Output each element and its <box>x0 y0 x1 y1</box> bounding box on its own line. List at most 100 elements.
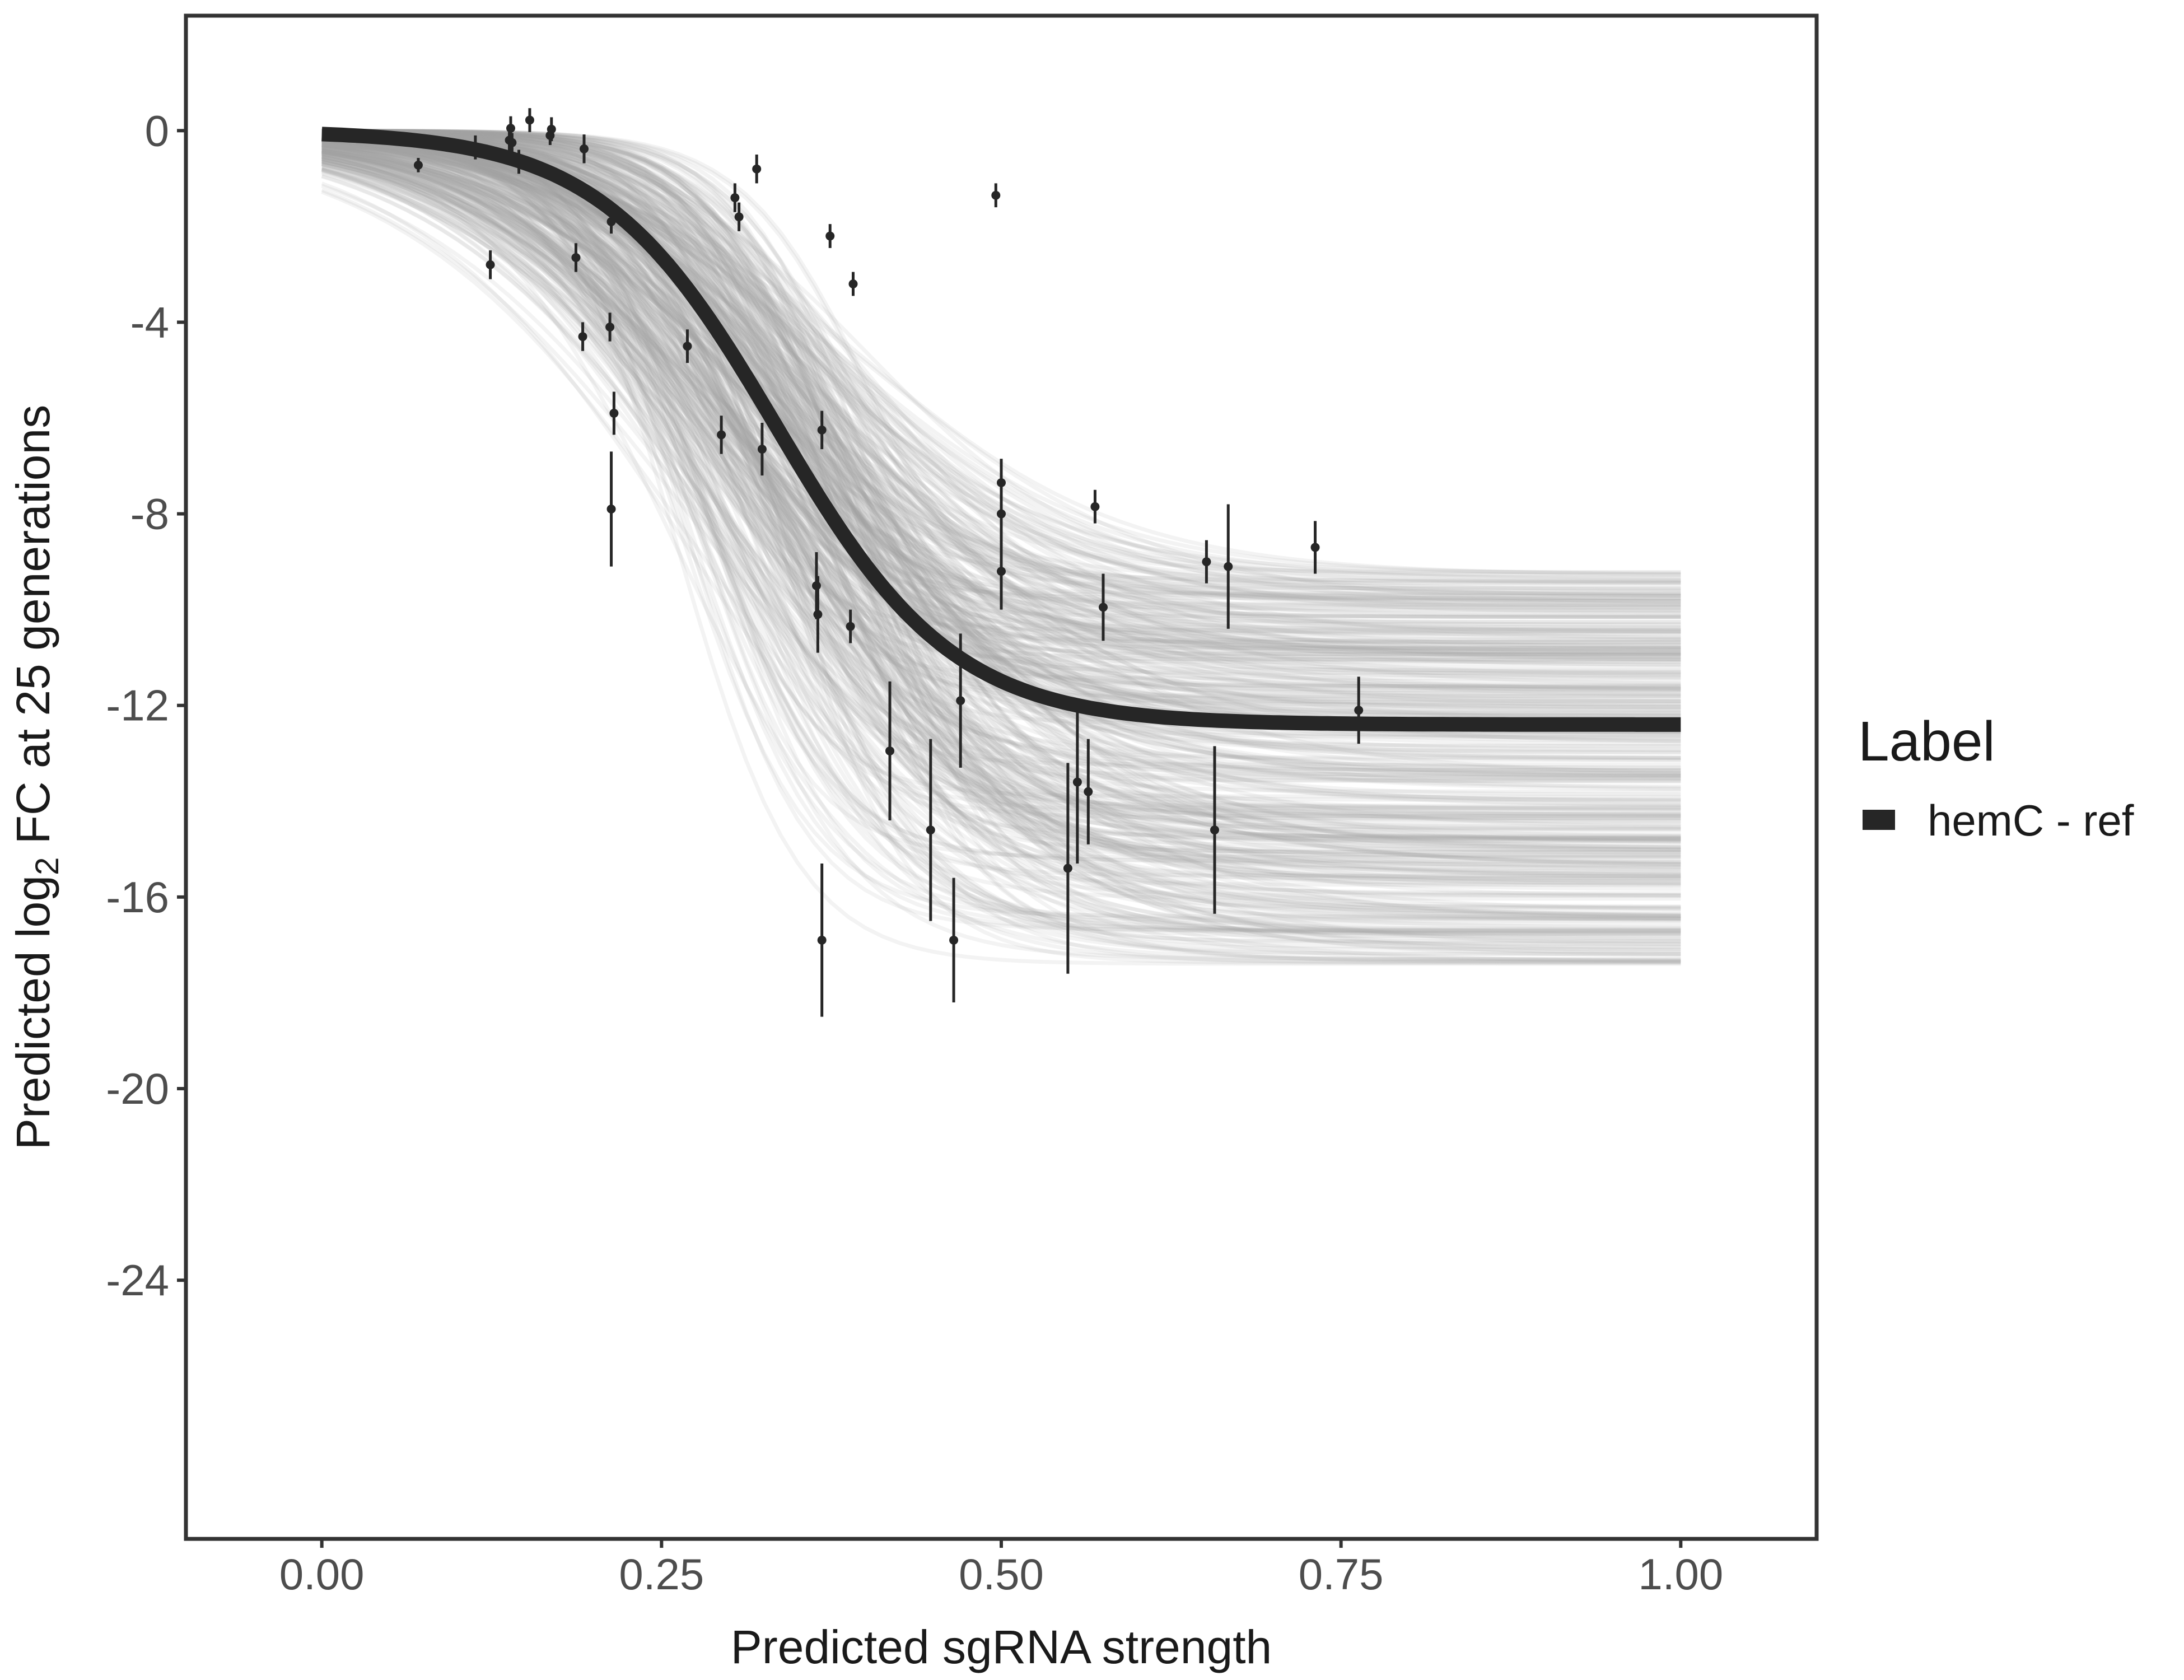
posterior-draw-line <box>321 134 1681 655</box>
posterior-draw-line <box>321 142 1681 963</box>
data-point <box>1202 557 1211 567</box>
posterior-draw-line <box>321 129 1681 926</box>
posterior-draw-line <box>321 167 1681 674</box>
posterior-draw-line <box>321 134 1681 660</box>
posterior-draw-line <box>321 133 1681 887</box>
posterior-draw-line <box>321 135 1681 946</box>
y-axis-title: Predicted log2 FC at 25 generations <box>7 405 66 1150</box>
data-point <box>1084 787 1093 796</box>
posterior-draw-line <box>321 150 1681 918</box>
posterior-draw-line <box>321 139 1681 841</box>
posterior-draw-line <box>321 131 1681 813</box>
posterior-draw-line <box>321 157 1681 831</box>
posterior-draw-line <box>321 158 1681 784</box>
posterior-draw-line <box>321 130 1681 760</box>
posterior-draw-line <box>321 157 1681 791</box>
data-point <box>752 164 762 174</box>
posterior-draw-line <box>321 130 1681 810</box>
posterior-draw-line <box>321 160 1681 918</box>
posterior-draw-line <box>321 157 1681 837</box>
posterior-draw-line <box>321 134 1681 964</box>
posterior-draw-line <box>321 130 1681 914</box>
data-point <box>1224 562 1233 571</box>
posterior-draw-line <box>321 136 1681 716</box>
y-tick-label: 0 <box>145 106 169 155</box>
posterior-draw-line <box>321 140 1681 852</box>
posterior-draw-line <box>321 130 1681 822</box>
y-axis-title-suffix: FC at 25 generations <box>7 405 59 857</box>
posterior-draw-line <box>321 131 1681 966</box>
data-point <box>825 231 835 241</box>
data-point <box>525 115 534 125</box>
posterior-draw-line <box>321 181 1681 944</box>
y-axis: 0 -4 -8 -12 -16 -20 -24 <box>106 106 186 1305</box>
posterior-draw-line <box>321 133 1681 772</box>
posterior-draw-line <box>321 151 1681 839</box>
posterior-draw-line <box>321 145 1681 859</box>
posterior-draw-line <box>321 138 1681 939</box>
posterior-draw-line <box>321 146 1681 964</box>
posterior-draw-line <box>321 160 1681 807</box>
posterior-draw-line <box>321 159 1681 802</box>
posterior-draw-line <box>321 134 1681 712</box>
posterior-draw-line <box>321 138 1681 866</box>
posterior-draw-line <box>321 142 1681 895</box>
posterior-draw-line <box>321 152 1681 870</box>
posterior-draw-line <box>321 129 1681 854</box>
posterior-draw-line <box>321 129 1681 699</box>
posterior-draw-line <box>321 130 1681 930</box>
posterior-draw-line <box>321 132 1681 780</box>
posterior-draw-line <box>321 134 1681 662</box>
data-point <box>1090 502 1100 511</box>
posterior-draw-line <box>321 184 1681 918</box>
posterior-draw-line <box>321 146 1681 778</box>
posterior-draw-line <box>321 145 1681 878</box>
posterior-draw-line <box>321 129 1681 910</box>
posterior-draw-line <box>321 139 1681 852</box>
posterior-draw-line <box>321 137 1681 760</box>
posterior-draw-line <box>321 162 1681 869</box>
data-point <box>571 253 581 262</box>
posterior-draw-line <box>321 137 1681 910</box>
data-point <box>991 190 1001 200</box>
posterior-draw-line <box>321 133 1681 839</box>
posterior-draw-line <box>321 190 1681 964</box>
data-point <box>1099 603 1108 612</box>
posterior-draw-line <box>321 134 1681 819</box>
posterior-draw-line <box>321 149 1681 777</box>
legend-title: Label <box>1858 710 1995 773</box>
posterior-draw-line <box>321 134 1681 956</box>
posterior-draw-line <box>321 130 1681 687</box>
posterior-draw-line <box>321 152 1681 946</box>
posterior-draw-line <box>321 138 1681 706</box>
posterior-draw-line <box>321 164 1681 922</box>
data-point <box>606 505 616 514</box>
data-point <box>817 935 827 945</box>
posterior-draw-line <box>321 132 1681 820</box>
posterior-draw-line <box>321 130 1681 833</box>
posterior-draw-line <box>321 129 1681 827</box>
posterior-draw-line <box>321 141 1681 909</box>
posterior-draw-line <box>321 174 1681 941</box>
posterior-draw-line <box>321 135 1681 816</box>
posterior-draw-line <box>321 132 1681 688</box>
posterior-draw-line <box>321 129 1681 642</box>
posterior-draw-line <box>321 136 1681 755</box>
fit-curve-line <box>321 127 1682 732</box>
posterior-draw-line <box>321 129 1681 703</box>
posterior-draw-line <box>321 134 1681 672</box>
posterior-draw-line <box>321 162 1681 874</box>
legend-label: hemC - ref <box>1928 796 2134 845</box>
posterior-draw-line <box>321 151 1681 842</box>
posterior-draw-line <box>321 147 1681 713</box>
posterior-draw-line <box>321 129 1681 844</box>
y-tick-label: -20 <box>106 1064 169 1113</box>
posterior-draw-line <box>321 148 1681 763</box>
y-axis-title-subscript: 2 <box>29 857 66 875</box>
posterior-draw-line <box>321 137 1681 820</box>
posterior-draw-line <box>321 137 1681 909</box>
posterior-draw-line <box>321 135 1681 830</box>
data-point <box>1210 825 1219 835</box>
posterior-draw-line <box>321 129 1681 662</box>
posterior-draw-line <box>321 162 1681 856</box>
